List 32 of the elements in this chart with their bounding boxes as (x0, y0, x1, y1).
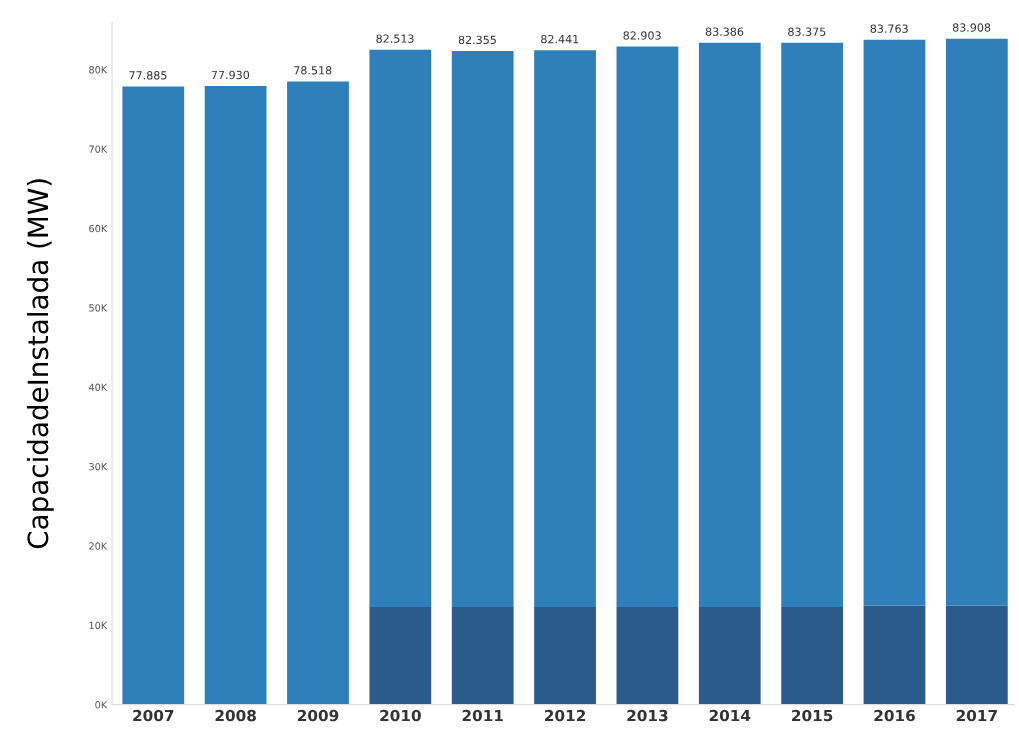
y-axis-title: CapacidadeInstalada (MW) (26, 179, 54, 549)
total-label: 83.386 (705, 27, 744, 36)
y-tick-label: 10K (89, 621, 108, 630)
y-tick-label: 30K (89, 462, 108, 471)
total-label: 83.375 (788, 27, 826, 36)
total-label: 82.903 (623, 31, 661, 40)
x-tick-label: 2014 (709, 709, 751, 722)
y-tick-label: 0K (95, 701, 108, 709)
y-tick-label: 40K (88, 383, 108, 391)
x-tick-label: 2016 (874, 709, 915, 722)
total-label: 78.518 (294, 66, 332, 75)
y-tick-label: 70K (89, 145, 108, 153)
y-tick-label: 20K (89, 542, 108, 550)
x-tick-label: 2017 (956, 709, 997, 722)
total-label: 82.441 (541, 34, 579, 44)
x-tick-label: 2009 (297, 709, 339, 722)
x-tick-label: 2007 (133, 709, 174, 722)
x-tick-label: 2015 (792, 709, 833, 722)
x-tick-label: 2013 (627, 709, 668, 722)
total-label: 82.355 (458, 35, 496, 45)
x-tick-label: 2010 (380, 709, 421, 722)
y-tick-label: 60K (89, 224, 108, 233)
total-label: 77.930 (211, 70, 250, 80)
x-tick-label: 2008 (215, 709, 256, 722)
total-label: 83.908 (952, 23, 991, 32)
total-label: 83.763 (870, 24, 908, 33)
total-label: 77.885 (129, 71, 167, 80)
y-tick-label: 50K (89, 304, 108, 312)
y-tick-label: 80K (89, 66, 108, 74)
total-label: 82.513 (376, 34, 414, 43)
x-tick-label: 2012 (545, 709, 585, 722)
x-tick-label: 2011 (462, 709, 503, 722)
